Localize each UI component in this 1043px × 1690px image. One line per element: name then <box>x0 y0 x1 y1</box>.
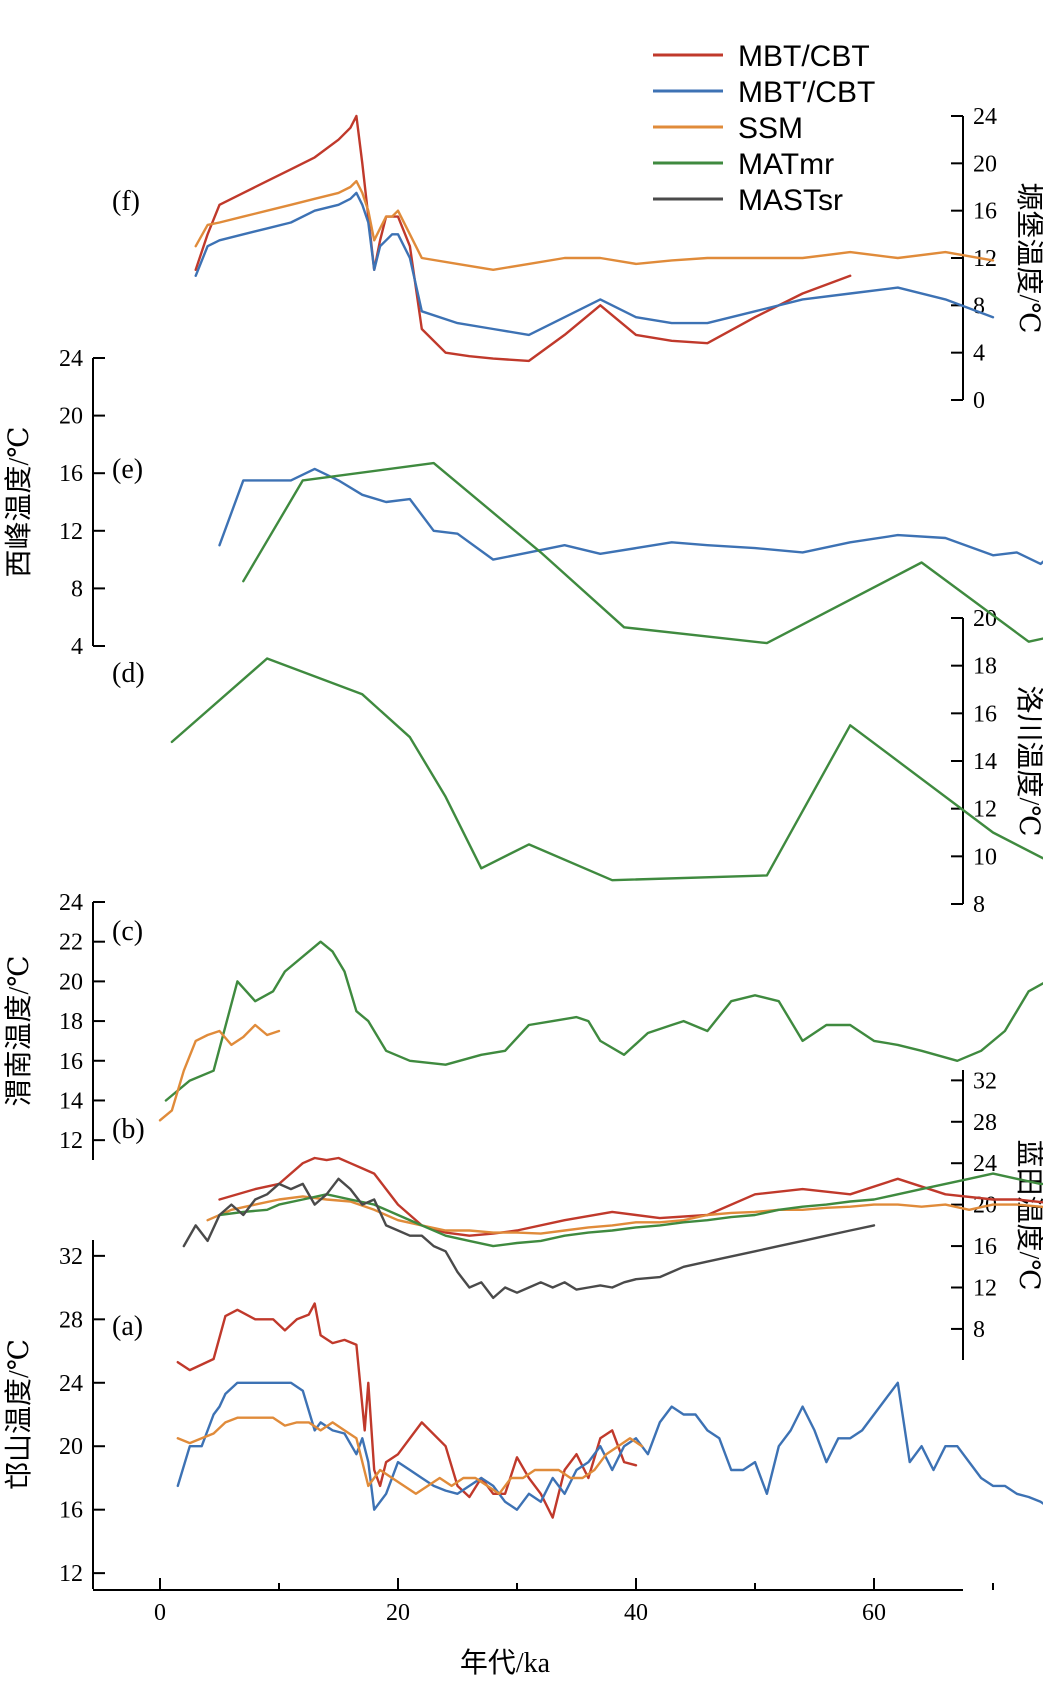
y-tick-label-d: 14 <box>973 749 997 775</box>
panel-label-b: (b) <box>112 1114 145 1145</box>
y-tick-label-c: 24 <box>59 890 83 916</box>
y-tick-label-a: 16 <box>59 1498 83 1524</box>
legend-label-ssm: SSM <box>738 112 803 145</box>
series-line-b-mbt-cbt <box>218 1156 1043 1237</box>
y-tick-label-c: 20 <box>59 969 83 995</box>
x-tick-label: 60 <box>862 1600 886 1626</box>
x-axis-title: 年代/ka <box>460 1647 551 1679</box>
series-line-b-mastsr <box>182 1177 876 1300</box>
y-tick-label-e: 20 <box>59 404 83 430</box>
y-tick-label-e: 4 <box>71 634 83 660</box>
y-tick-label-e: 8 <box>71 576 83 602</box>
legend-label-mbt-cbt: MBT′/CBT <box>738 76 875 109</box>
y-tick-label-e: 24 <box>59 346 83 372</box>
panel-label-a: (a) <box>112 1311 143 1342</box>
panel-label-c: (c) <box>112 916 143 947</box>
y-tick-label-f: 16 <box>973 199 997 225</box>
x-tick-label: 40 <box>624 1600 648 1626</box>
y-tick-label-f: 0 <box>973 388 985 414</box>
y-axis-title-d: 洛川温度/℃ <box>1013 685 1043 836</box>
y-tick-label-f: 4 <box>973 341 985 367</box>
y-axis-title-c: 渭南温度/℃ <box>3 955 35 1106</box>
legend-label-mastsr: MASTsr <box>738 184 843 217</box>
y-tick-label-d: 8 <box>973 892 985 918</box>
y-tick-label-a: 24 <box>59 1371 83 1397</box>
y-tick-label-c: 14 <box>59 1088 83 1114</box>
series-line-a-mbt-cbt <box>176 1381 1043 1511</box>
y-tick-label-e: 16 <box>59 461 83 487</box>
y-tick-label-d: 18 <box>973 654 997 680</box>
y-axis-title-b: 蓝田温度/℃ <box>1013 1139 1043 1290</box>
legend-label-matmr: MATmr <box>738 148 834 181</box>
y-tick-label-d: 12 <box>973 797 997 823</box>
panel-label-e: (e) <box>112 454 143 485</box>
series-line-d-matmr <box>170 657 1043 882</box>
y-tick-label-b: 12 <box>973 1276 997 1302</box>
y-tick-label-d: 10 <box>973 844 997 870</box>
y-tick-label-a: 32 <box>59 1244 83 1270</box>
y-tick-label-b: 8 <box>973 1317 985 1343</box>
y-tick-label-c: 22 <box>59 930 83 956</box>
y-tick-label-b: 32 <box>973 1068 997 1094</box>
y-tick-label-d: 16 <box>973 701 997 727</box>
y-tick-label-f: 20 <box>973 151 997 177</box>
y-axis-title-e: 西峰温度/℃ <box>3 426 35 577</box>
y-tick-label-e: 12 <box>59 519 83 545</box>
y-tick-label-a: 20 <box>59 1434 83 1460</box>
series-line-c-matmr <box>164 940 1043 1102</box>
series-layer <box>158 114 1043 1519</box>
y-tick-label-c: 12 <box>59 1128 83 1154</box>
series-line-a-mbt-cbt <box>176 1302 638 1519</box>
y-tick-label-f: 24 <box>973 104 997 130</box>
series-line-f-mbt-cbt <box>194 191 995 337</box>
y-tick-label-a: 28 <box>59 1307 83 1333</box>
series-line-c-ssm <box>158 1023 281 1122</box>
x-tick-label: 0 <box>154 1600 166 1626</box>
y-tick-label-c: 18 <box>59 1009 83 1035</box>
series-line-a-ssm <box>176 1416 644 1496</box>
y-tick-label-c: 16 <box>59 1049 83 1075</box>
series-line-b-matmr <box>218 1172 1043 1248</box>
series-line-f-ssm <box>194 179 995 271</box>
y-tick-label-f: 8 <box>973 293 985 319</box>
y-axis-title-a: 邙山温度/℃ <box>3 1339 35 1490</box>
x-tick-label: 20 <box>386 1600 410 1626</box>
panel-label-d: (d) <box>112 658 145 689</box>
y-tick-label-b: 16 <box>973 1234 997 1260</box>
series-line-e-mbt-cbt <box>218 467 1043 566</box>
panel-label-f: (f) <box>112 186 140 217</box>
series-line-e-matmr <box>242 461 1043 645</box>
y-tick-label-b: 28 <box>973 1110 997 1136</box>
y-tick-label-a: 12 <box>59 1561 83 1587</box>
legend-label-mbt-cbt: MBT/CBT <box>738 40 870 73</box>
y-axis-title-f: 塬堡温度/℃ <box>1013 182 1043 333</box>
axes-layer: 020406080100120年代/ka121620242832邙山温度/℃81… <box>3 104 1043 1679</box>
